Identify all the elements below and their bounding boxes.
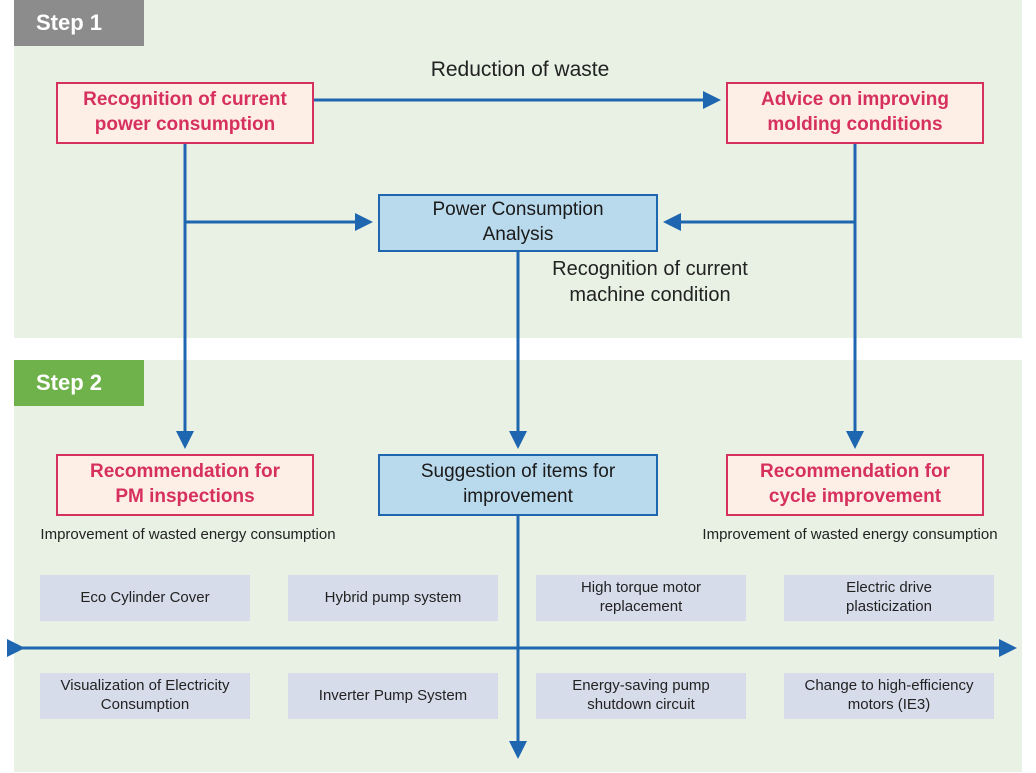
label-machine-2: machine condition: [500, 284, 800, 307]
node-suggestion-l1: Suggestion of items for: [421, 461, 615, 482]
node-analysis-l2: Analysis: [483, 224, 554, 245]
node-cycle: Recommendation for cycle improvement: [726, 454, 984, 516]
node-advice-l1: Advice on improving: [761, 89, 949, 110]
step2-tab: Step 2: [14, 360, 144, 406]
improvement-item: Visualization of ElectricityConsumption: [40, 673, 250, 719]
label-reduction: Reduction of waste: [350, 58, 690, 82]
improvement-item: Energy-saving pumpshutdown circuit: [536, 673, 746, 719]
improvement-item: Hybrid pump system: [288, 575, 498, 621]
improvement-item: Change to high-efficiencymotors (IE3): [784, 673, 994, 719]
node-recognition-l2: power consumption: [95, 114, 276, 135]
node-analysis: Power Consumption Analysis: [378, 194, 658, 252]
label-improvement-right: Improvement of wasted energy consumption: [680, 526, 1020, 543]
node-cycle-l2: cycle improvement: [769, 486, 941, 507]
step2-tab-label: Step 2: [36, 370, 102, 395]
node-recognition: Recognition of current power consumption: [56, 82, 314, 144]
node-suggestion-l2: improvement: [463, 486, 573, 507]
improvement-item: Eco Cylinder Cover: [40, 575, 250, 621]
node-pm: Recommendation for PM inspections: [56, 454, 314, 516]
step1-tab: Step 1: [14, 0, 144, 46]
step1-tab-label: Step 1: [36, 10, 102, 35]
improvement-item: Inverter Pump System: [288, 673, 498, 719]
node-suggestion: Suggestion of items for improvement: [378, 454, 658, 516]
improvement-item: Electric driveplasticization: [784, 575, 994, 621]
label-machine-1: Recognition of current: [500, 258, 800, 281]
flowchart-canvas: Step 1 Step 2 Recognit: [0, 0, 1036, 773]
node-advice: Advice on improving molding conditions: [726, 82, 984, 144]
improvement-item: High torque motorreplacement: [536, 575, 746, 621]
node-cycle-l1: Recommendation for: [760, 461, 950, 482]
label-improvement-left: Improvement of wasted energy consumption: [18, 526, 358, 543]
node-pm-l2: PM inspections: [115, 486, 254, 507]
node-pm-l1: Recommendation for: [90, 461, 280, 482]
node-advice-l2: molding conditions: [767, 114, 942, 135]
node-recognition-l1: Recognition of current: [83, 89, 287, 110]
node-analysis-l1: Power Consumption: [432, 199, 603, 220]
